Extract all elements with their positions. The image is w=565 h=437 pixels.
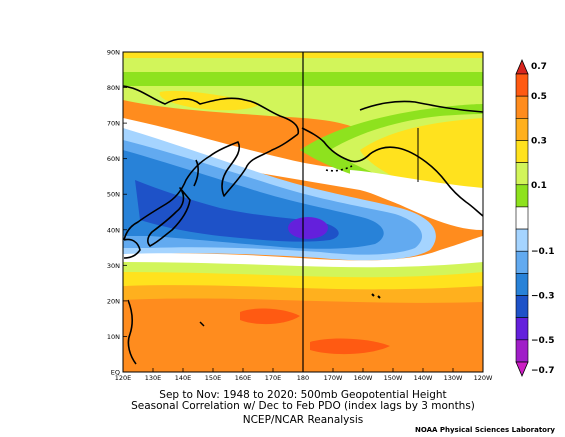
band-arctic-yellow [159, 90, 260, 111]
colorbar-segment [515, 140, 529, 163]
lon-tick-label: 180 [297, 374, 309, 382]
colorbar-top-triangle [515, 58, 529, 75]
colorbar-label: −0.3 [531, 292, 554, 302]
coastlines [123, 85, 483, 365]
lat-tick-label: 80N [107, 84, 120, 92]
lon-tick-label: 170W [324, 374, 343, 382]
band-south-orange-red-2 [310, 338, 390, 355]
coast-philippines [127, 299, 137, 365]
lat-tick-label: EQ [111, 369, 120, 377]
band-mid-white-south [123, 236, 483, 270]
alaska-white-edge [350, 170, 483, 221]
lon-tick-label: 150E [205, 374, 222, 382]
caption-source: NCEP/NCAR Reanalysis [242, 414, 364, 426]
colorbar-bottom-triangle [515, 361, 529, 378]
coast-alaska-north [359, 100, 483, 113]
colorbar-segment [515, 162, 529, 186]
colorbar-segment [515, 295, 529, 318]
colorbar-label: 0.5 [531, 92, 547, 102]
colorbar-labels: 0.7 0.5 0.3 0.1 −0.1 −0.3 −0.5 −0.7 [531, 62, 554, 376]
colorbar-label: −0.1 [531, 247, 554, 257]
coast-korea [123, 238, 141, 259]
colorbar-segment [515, 95, 529, 119]
lon-tick-label: 170E [265, 374, 282, 382]
colorbar-segment [515, 250, 529, 274]
colorbar-label: 0.7 [531, 62, 547, 72]
longitude-axis: 120E 130E 140E 150E 160E 170E 180 170W 160W 150W 1… [115, 368, 493, 382]
alaska-yellow [360, 118, 483, 206]
lat-tick-label: 60N [107, 155, 120, 163]
caption-subtitle: Seasonal Correlation w/ Dec to Feb PDO (… [131, 400, 475, 412]
correlation-field [123, 52, 483, 372]
lon-tick-label: 140E [175, 374, 192, 382]
colorbar-label: −0.7 [531, 366, 554, 376]
lat-tick-label: 70N [107, 120, 120, 128]
lat-tick-label: 30N [107, 262, 120, 270]
caption-title: Sep to Nov: 1948 to 2020: 500mb Geopoten… [159, 389, 447, 401]
lon-tick-label: 150W [384, 374, 403, 382]
lon-tick-label: 120E [115, 374, 132, 382]
colorbar-label: −0.5 [531, 336, 554, 346]
colorbar-segment [515, 273, 529, 296]
colorbar-segment [515, 118, 529, 141]
coast-alaska [301, 127, 483, 217]
colorbar-segment [515, 184, 529, 208]
lat-tick-label: 90N [107, 49, 120, 57]
lat-tick-label: 50N [107, 191, 120, 199]
colorbar-segment [515, 317, 529, 341]
coast-japan [147, 187, 191, 247]
credit: NOAA Physical Sciences Laboratory [414, 426, 555, 434]
lon-tick-label: 140W [414, 374, 433, 382]
colorbar-segment [515, 339, 529, 363]
lon-tick-label: 120W [474, 374, 493, 382]
colorbar-label: 0.3 [531, 136, 547, 146]
coast-kamchatka [123, 133, 299, 241]
colorbar-segment [515, 206, 529, 230]
coast-micronesia [199, 321, 205, 327]
band-south-orange-red [240, 308, 300, 325]
lon-tick-label: 160E [235, 374, 252, 382]
lon-tick-label: 160W [354, 374, 373, 382]
colorbar-segment [515, 228, 529, 252]
colorbar [515, 58, 529, 378]
lon-tick-label: 130E [145, 374, 162, 382]
lat-tick-label: 20N [107, 297, 120, 305]
coast-hawaii [371, 293, 381, 299]
latitude-axis: 90N 80N 70N 60N 50N 40N 30N 20N 10N EQ [107, 49, 127, 377]
colorbar-segment [515, 73, 529, 97]
lat-tick-label: 10N [107, 333, 120, 341]
band-neg-darkblue [135, 180, 339, 242]
lat-tick-label: 40N [107, 226, 120, 234]
lon-tick-label: 130W [444, 374, 463, 382]
coast-sakhalin [193, 159, 199, 187]
colorbar-label: 0.1 [531, 181, 547, 191]
neg-core-purple [288, 217, 328, 239]
coast-siberia [123, 85, 300, 135]
